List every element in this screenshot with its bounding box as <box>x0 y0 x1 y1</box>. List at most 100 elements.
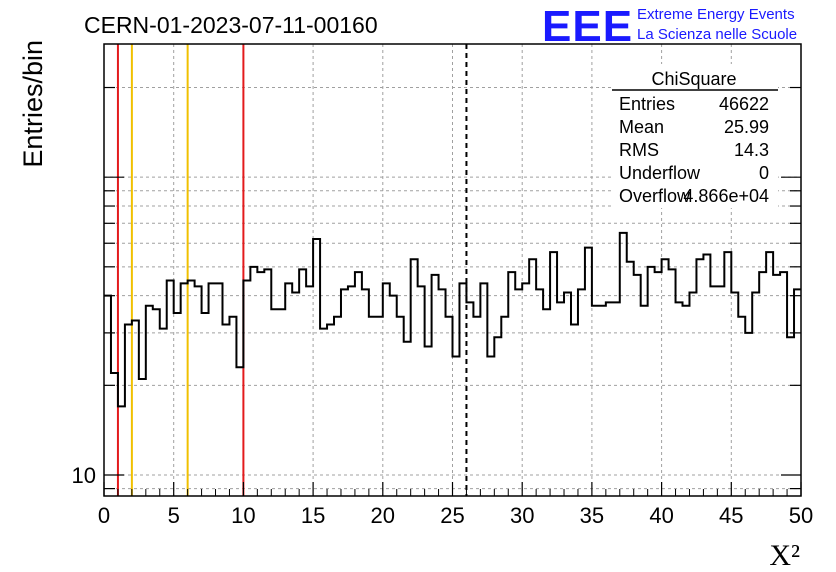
stats-label-underflow: Underflow <box>619 163 701 183</box>
stats-row: RMS 14.3 <box>619 140 769 160</box>
histogram-bin <box>397 317 404 496</box>
histogram-bin <box>320 329 327 496</box>
histogram-bin <box>759 272 766 496</box>
histogram-bin <box>222 325 229 496</box>
histogram-bin <box>655 272 662 496</box>
histogram-bin <box>188 280 195 496</box>
stats-row: Entries 46622 <box>619 94 769 114</box>
stats-value-overflow: 4.866e+04 <box>683 186 769 206</box>
histogram-bin <box>111 373 118 496</box>
histogram-bin <box>209 283 216 496</box>
x-tick-label: 45 <box>719 503 743 528</box>
histogram-bin <box>578 289 585 496</box>
stats-box: ChiSquare Entries 46622 Mean 25.99 RMS 1… <box>612 64 778 208</box>
x-tick-label: 10 <box>231 503 255 528</box>
eee-logo-mark: EEE <box>542 2 633 51</box>
stats-value-mean: 25.99 <box>724 117 769 137</box>
histogram-bin <box>306 286 313 496</box>
histogram-bin <box>167 280 174 496</box>
histogram-bin <box>669 269 676 496</box>
histogram-bin <box>299 269 306 496</box>
y-axis-label: Entries/bin <box>18 40 48 168</box>
histogram-bin <box>404 342 411 496</box>
stats-value-entries: 46622 <box>719 94 769 114</box>
histogram-bin <box>362 289 369 496</box>
x-axis-label: X² <box>769 539 800 572</box>
histogram-bin <box>599 306 606 496</box>
histogram-bin <box>787 337 794 496</box>
histogram-bin <box>236 367 243 496</box>
histogram-bin <box>641 306 648 496</box>
histogram-bin <box>508 272 515 496</box>
histogram-bin <box>480 283 487 496</box>
histogram-bin <box>606 302 613 496</box>
x-tick-label: 30 <box>510 503 534 528</box>
histogram-bin <box>229 317 236 496</box>
histogram-bin <box>264 269 271 496</box>
histogram-bin <box>125 325 132 496</box>
eee-logo-line2: La Scienza nelle Scuole <box>637 26 797 43</box>
histogram-bin <box>780 272 787 496</box>
histogram-bin <box>139 379 146 496</box>
histogram-bin <box>348 286 355 496</box>
stats-box-title: ChiSquare <box>651 69 736 89</box>
histogram-bin <box>369 317 376 496</box>
histogram-bin <box>529 259 536 496</box>
run-title: CERN-01-2023-07-11-00160 <box>84 12 378 38</box>
histogram-bin <box>334 317 341 496</box>
x-tick-label: 5 <box>168 503 180 528</box>
histogram-bin <box>418 286 425 496</box>
histogram-bin <box>766 252 773 496</box>
histogram-bin <box>466 302 473 496</box>
histogram-bin <box>341 289 348 496</box>
stats-label-mean: Mean <box>619 117 664 137</box>
stats-row: Underflow 0 <box>619 163 769 183</box>
histogram-bin <box>557 302 564 496</box>
histogram-bin <box>174 313 181 496</box>
stats-row: Mean 25.99 <box>619 117 769 137</box>
histogram-bin <box>683 306 690 496</box>
histogram-bin <box>487 356 494 496</box>
histogram-bin <box>794 289 801 496</box>
x-tick-label: 25 <box>440 503 464 528</box>
histogram-bin <box>550 252 557 496</box>
histogram-bin <box>571 325 578 496</box>
histogram-bin <box>585 248 592 496</box>
histogram-bin <box>425 347 432 496</box>
histogram-outline <box>104 231 801 408</box>
histogram-bin <box>501 317 508 496</box>
histogram-bin <box>250 267 257 496</box>
histogram-bin <box>473 317 480 496</box>
histogram-bin <box>613 302 620 496</box>
histogram-bin <box>216 283 223 496</box>
stats-label-entries: Entries <box>619 94 675 114</box>
stats-value-underflow: 0 <box>759 163 769 183</box>
eee-logo-line1: Extreme Energy Events <box>637 6 795 23</box>
histogram-bin <box>773 275 780 496</box>
histogram-bin <box>634 275 641 496</box>
histogram-bin <box>627 262 634 496</box>
histogram-bin <box>515 289 522 496</box>
histogram-bin <box>453 356 460 496</box>
histogram-bin <box>132 321 139 496</box>
x-tick-label: 35 <box>580 503 604 528</box>
histogram-bin <box>355 272 362 496</box>
axis-ticks: 0 5 10 15 20 25 30 35 40 45 50 10 <box>72 86 813 528</box>
x-tick-label: 15 <box>301 503 325 528</box>
histogram-bin <box>285 283 292 496</box>
histogram-bin <box>278 309 285 496</box>
histogram-bin <box>243 280 250 496</box>
histogram-series <box>104 231 801 496</box>
histogram-bin <box>696 259 703 496</box>
x-tick-label: 20 <box>371 503 395 528</box>
histogram-bin <box>745 333 752 496</box>
reference-lines <box>116 44 468 496</box>
x-tick-label: 50 <box>789 503 813 528</box>
stats-label-rms: RMS <box>619 140 659 160</box>
x-tick-label: 0 <box>98 503 110 528</box>
histogram-bin <box>390 296 397 496</box>
histogram-bin <box>662 259 669 496</box>
histogram-bin <box>257 272 264 496</box>
histogram-bin <box>313 239 320 496</box>
